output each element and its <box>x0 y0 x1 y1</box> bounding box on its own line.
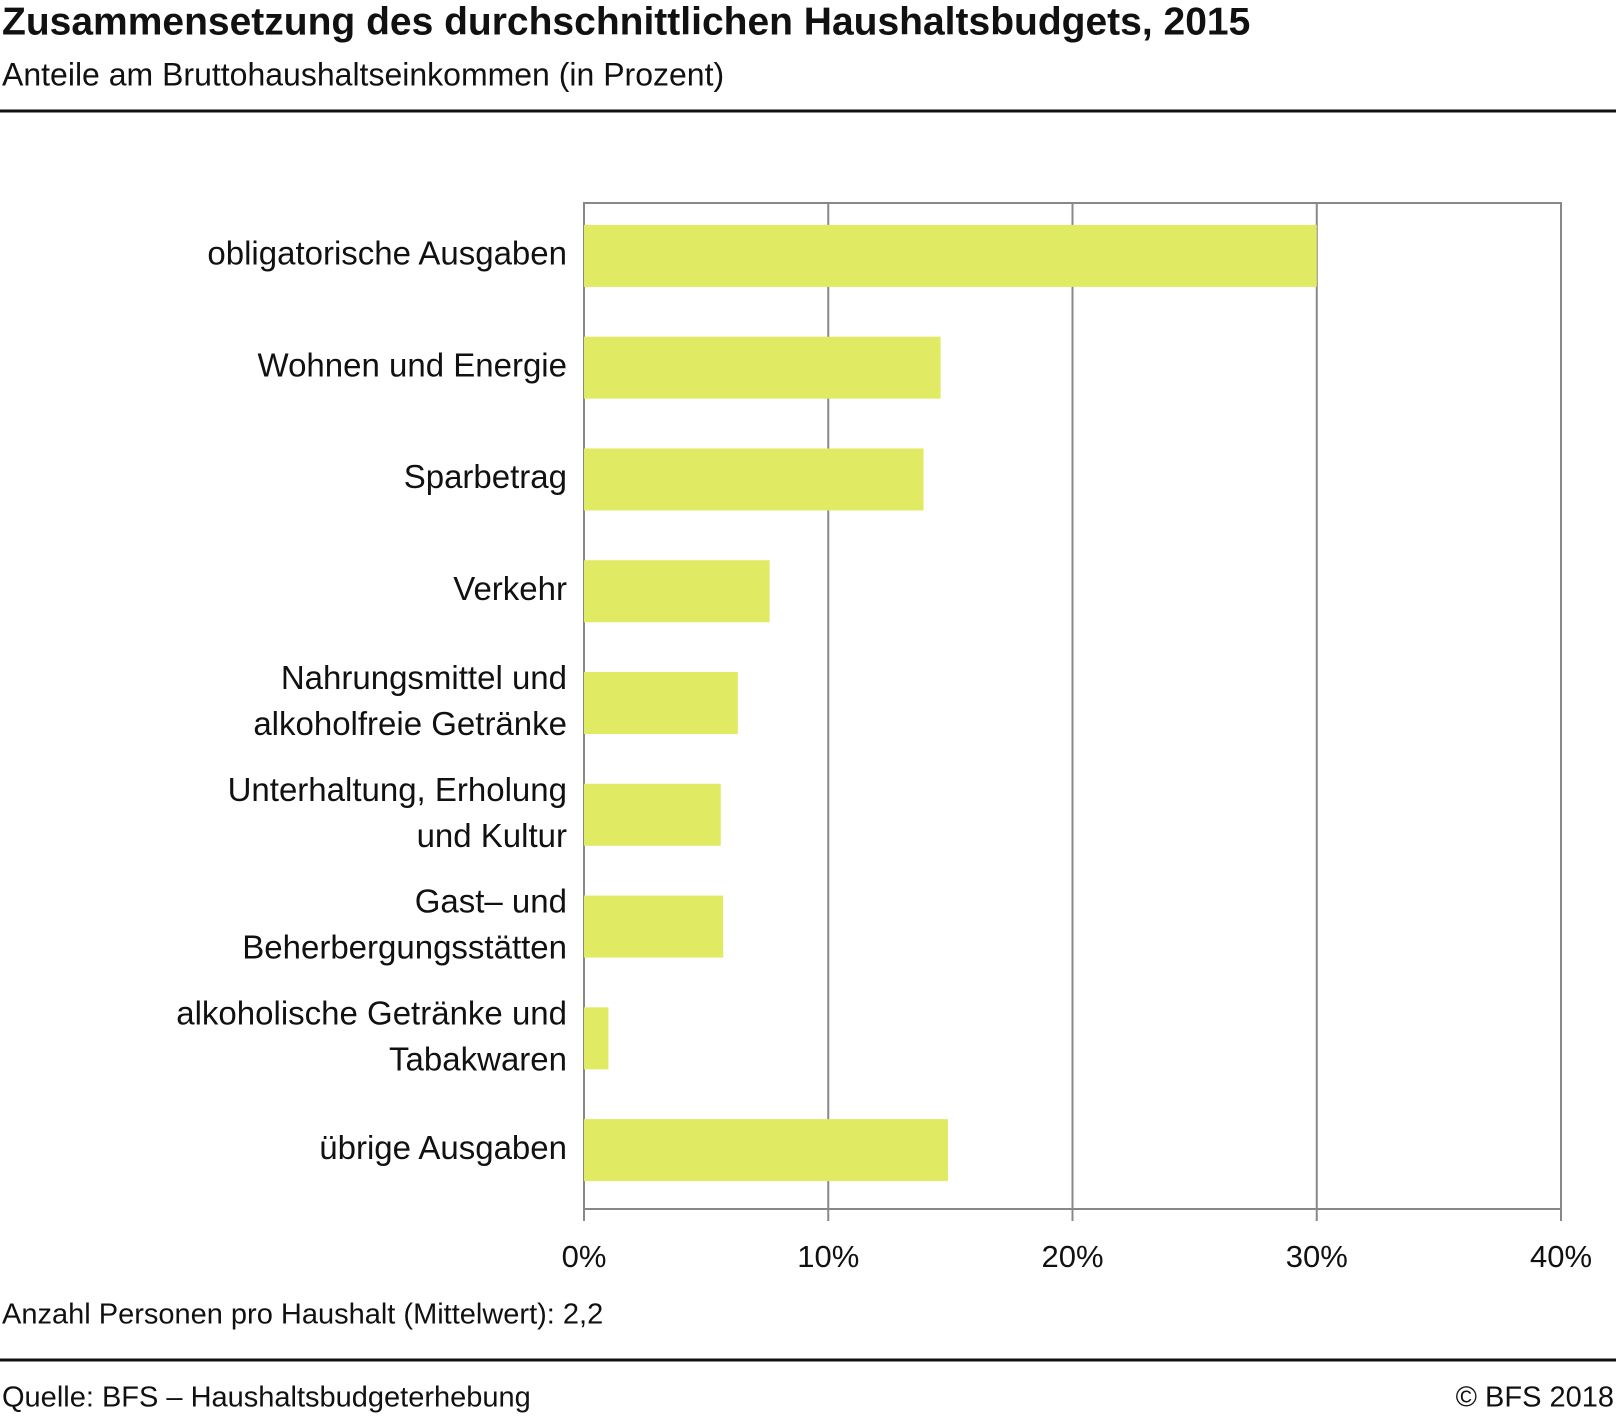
bar <box>584 336 941 399</box>
bar <box>584 783 721 846</box>
y-tick-label: alkoholische Getränke und Tabakwaren <box>176 994 567 1077</box>
x-tick-label: 40% <box>1530 1239 1592 1274</box>
copyright: © BFS 2018 <box>1456 1382 1614 1414</box>
bar <box>584 895 724 958</box>
chart-subtitle: Anteile am Bruttohaushaltseinkommen (in … <box>2 56 724 92</box>
x-tick-label: 20% <box>1041 1239 1103 1274</box>
y-tick-label: obligatorische Ausgaben <box>207 235 567 272</box>
bar <box>584 560 770 623</box>
bar <box>584 1119 948 1182</box>
source: Quelle: BFS – Haushaltsbudgeterhebung <box>2 1382 531 1414</box>
note: Anzahl Personen pro Haushalt (Mittelwert… <box>2 1299 603 1331</box>
bar <box>584 1007 609 1070</box>
x-tick-label: 30% <box>1286 1239 1348 1274</box>
y-tick-label: übrige Ausgaben <box>319 1129 567 1166</box>
x-tick-label: 10% <box>797 1239 859 1274</box>
y-tick-label: Sparbetrag <box>404 458 567 495</box>
y-tick-label: Nahrungsmittel und alkoholfreie Getränke <box>253 659 567 742</box>
y-tick-label: Wohnen und Energie <box>258 346 567 383</box>
bar <box>584 448 924 511</box>
chart-title: Zusammensetzung des durchschnittlichen H… <box>2 0 1250 43</box>
y-tick-label: Verkehr <box>453 570 567 607</box>
x-tick-label: 0% <box>562 1239 607 1274</box>
y-tick-label: Unterhaltung, Erholung und Kultur <box>228 770 567 853</box>
y-tick-label: Gast– und Beherbergungsstätten <box>242 882 567 965</box>
bar <box>584 672 738 734</box>
bar <box>584 224 1317 287</box>
